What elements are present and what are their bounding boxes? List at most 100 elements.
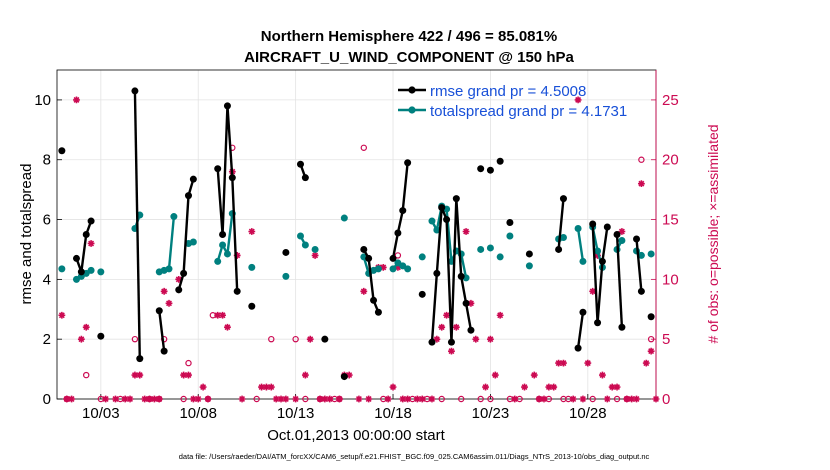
totalspread-point	[374, 265, 382, 273]
rmse-point	[58, 147, 66, 155]
y-tick-label: 2	[43, 331, 51, 348]
y2-tick-label: 10	[662, 271, 679, 288]
obs-assimilated-point	[448, 347, 455, 355]
rmse-point	[618, 323, 626, 331]
obs-assimilated-point	[136, 371, 144, 379]
rmse-point	[184, 192, 192, 200]
totalspread-point	[647, 250, 655, 258]
rmse-point	[301, 174, 309, 182]
rmse-point	[637, 287, 645, 295]
rmse-point	[559, 195, 567, 203]
legend-spread-label: totalspread grand pr = 4.1731	[430, 103, 627, 120]
rmse-point	[155, 307, 163, 315]
x-tick-label: 10/23	[472, 405, 510, 422]
obs-assimilated-point	[472, 335, 480, 343]
totalspread-point	[574, 225, 582, 233]
totalspread-point	[618, 236, 626, 244]
rmse-point	[486, 166, 494, 174]
totalspread-line	[216, 213, 234, 262]
rmse-point	[443, 216, 451, 224]
obs-assimilated-point	[637, 180, 645, 188]
rmse-line	[615, 234, 624, 328]
legend-rmse-label: rmse grand pr = 4.5008	[430, 83, 586, 100]
rmse-point	[438, 204, 446, 212]
rmse-point	[433, 269, 441, 277]
rmse-line	[158, 310, 166, 352]
chart-subtitle: AIRCRAFT_U_WIND_COMPONENT @ 150 hPa	[244, 49, 574, 66]
obs-assimilated-point	[569, 395, 577, 403]
obs-assimilated-point	[642, 359, 650, 367]
totalspread-point	[496, 253, 504, 261]
obs-assimilated-point	[185, 371, 192, 379]
obs-assimilated-point	[452, 323, 460, 331]
obs-assimilated-point	[131, 371, 139, 379]
grid	[57, 70, 656, 400]
obs-assimilated-point	[82, 323, 90, 331]
totalspread-series	[58, 202, 655, 283]
rmse-point	[189, 175, 197, 183]
obs-assimilated-point	[418, 395, 426, 403]
obs-assimilated-point	[462, 228, 470, 235]
totalspread-point	[311, 245, 319, 253]
obs-assimilated-point	[603, 395, 611, 403]
obs-assimilated-point	[433, 335, 441, 343]
obs-assimilated-point	[77, 335, 85, 343]
obs-assimilated-point	[165, 299, 173, 307]
obs-assimilated-point	[355, 395, 363, 403]
obs-possible-point	[638, 156, 645, 163]
obs-assimilated-point	[102, 395, 110, 403]
obs-assimilated-point	[623, 395, 631, 403]
obs-assimilated-point	[233, 252, 241, 259]
rmse-point	[477, 165, 485, 173]
rmse-point	[525, 250, 533, 258]
rmse-point	[248, 302, 256, 310]
obs-assimilated-point	[160, 287, 168, 295]
totalspread-point	[296, 232, 304, 240]
obs-assimilated-series	[58, 96, 660, 403]
obs-assimilated-point	[277, 395, 285, 403]
rmse-point	[72, 254, 80, 262]
totalspread-point	[486, 244, 494, 252]
obs-assimilated-point	[224, 323, 231, 331]
rmse-point	[633, 235, 641, 243]
rmse-point	[370, 296, 378, 304]
obs-possible-point	[647, 335, 655, 343]
obs-assimilated-point	[491, 371, 499, 379]
rmse-point	[394, 229, 402, 237]
rmse-series	[58, 87, 655, 381]
obs-assimilated-point	[413, 395, 421, 403]
obs-assimilated-point	[399, 395, 407, 403]
obs-assimilated-point	[652, 395, 660, 403]
totalspread-point	[579, 257, 587, 265]
totalspread-point	[594, 247, 602, 255]
totalspread-point	[428, 217, 436, 225]
obs-possible-point	[253, 395, 260, 403]
obs-assimilated-point	[584, 359, 592, 367]
obs-assimilated-point	[151, 395, 158, 403]
rmse-point	[365, 254, 373, 262]
obs-assimilated-point	[321, 395, 329, 403]
obs-assimilated-point	[214, 311, 222, 319]
rmse-point	[506, 219, 514, 227]
obs-assimilated-point	[496, 311, 504, 319]
obs-assimilated-point	[360, 287, 368, 295]
rmse-line	[635, 238, 643, 292]
obs-assimilated-point	[379, 264, 387, 271]
rmse-point	[496, 157, 504, 165]
chart-title: Northern Hemisphere 422 / 496 = 85.081%	[261, 28, 557, 45]
totalspread-point	[418, 253, 426, 261]
rmse-point	[82, 231, 90, 238]
obs-assimilated-point	[535, 395, 543, 403]
rmse-point	[136, 355, 144, 363]
obs-assimilated-point	[428, 395, 436, 403]
obs-assimilated-point	[180, 371, 188, 379]
obs-possible-point	[180, 395, 187, 403]
rmse-point	[555, 245, 563, 253]
totalspread-point	[189, 238, 197, 246]
y2-tick-label: 25	[662, 92, 679, 109]
rmse-point	[219, 231, 227, 238]
totalspread-point	[214, 257, 222, 265]
x-tick-label: 10/28	[569, 405, 607, 422]
obs-assimilated-point	[219, 311, 226, 319]
obs-assimilated-point	[628, 395, 636, 403]
